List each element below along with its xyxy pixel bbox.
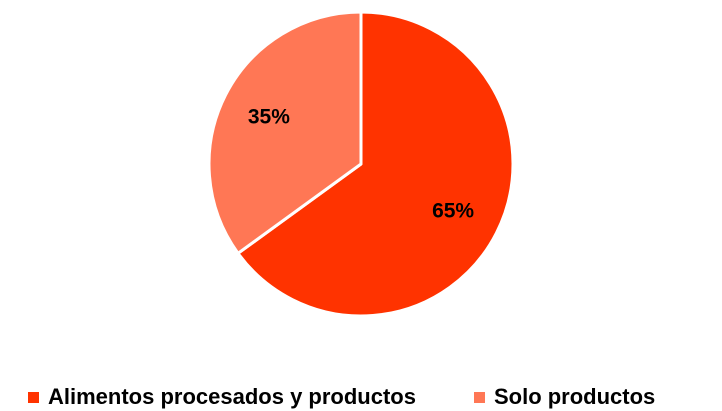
legend-item-processed: Alimentos procesados y productos [28,384,416,410]
legend-label-processed: Alimentos procesados y productos [48,384,416,409]
pie-chart: 65% 35% [207,10,515,318]
legend-swatch-processed [28,391,39,403]
legend: Alimentos procesados y productos Solo pr… [28,384,655,410]
slice-products-only [207,10,363,255]
label-processed: 65% [432,199,474,222]
slice-processed [236,10,515,318]
label-products-only: 35% [248,106,290,129]
legend-label-products-only: Solo productos [493,384,656,409]
legend-swatch-products-only [473,391,485,403]
legend-item-products-only: Solo productos [473,384,656,410]
